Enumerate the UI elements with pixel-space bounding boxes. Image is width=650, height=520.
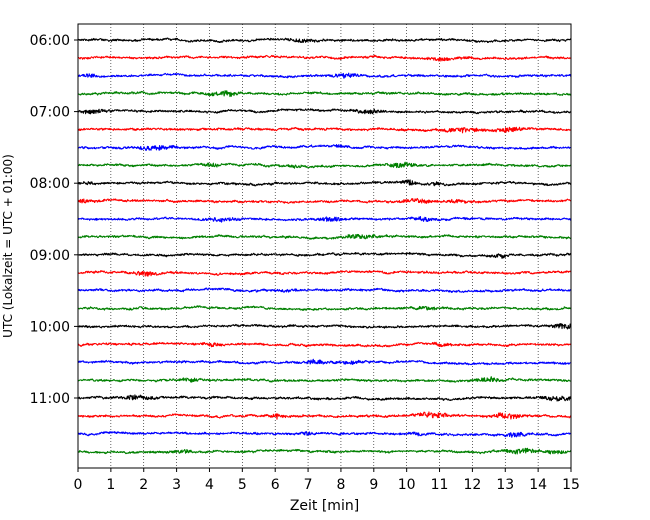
trace-0845 [77, 233, 572, 240]
x-tick-label: 0 [74, 477, 83, 493]
trace-0830 [77, 215, 572, 223]
trace-1100 [77, 394, 572, 402]
trace-0915 [77, 269, 572, 277]
trace-0730 [77, 143, 572, 151]
x-tick-label: 6 [271, 477, 280, 493]
x-tick-label: 12 [463, 477, 481, 493]
trace-0745 [77, 161, 572, 169]
x-axis-label: Zeit [min] [290, 498, 359, 514]
trace-1145 [77, 447, 572, 455]
trace-0800 [77, 179, 572, 187]
trace-0945 [77, 305, 572, 311]
x-tick-label: 9 [369, 477, 378, 493]
y-tick-label: 09:00 [30, 248, 70, 264]
trace-0630 [77, 72, 572, 79]
x-tick-label: 10 [398, 477, 416, 493]
trace-1030 [77, 358, 572, 366]
plot-frame [77, 23, 572, 469]
trace-0715 [77, 126, 572, 134]
x-tick-label: 14 [529, 477, 547, 493]
y-tick-label: 08:00 [30, 176, 70, 192]
trace-0815 [77, 197, 572, 204]
x-tick-label: 13 [496, 477, 514, 493]
trace-0600 [77, 37, 572, 44]
trace-1130 [77, 430, 572, 438]
trace-0615 [77, 54, 572, 62]
trace-0900 [77, 251, 572, 259]
y-axis: 06:00 07:00 08:00 09:00 10:00 11:00 [30, 33, 78, 407]
trace-1015 [77, 341, 572, 348]
trace-0645 [77, 90, 572, 98]
x-tick-label: 1 [106, 477, 115, 493]
y-tick-label: 10:00 [30, 319, 70, 335]
y-axis-label: UTC (Lokalzeit = UTC + 01:00) [1, 154, 15, 338]
trace-0700 [77, 108, 572, 115]
grid-lines [110, 24, 539, 468]
x-tick-label: 2 [139, 477, 148, 493]
x-tick-label: 3 [172, 477, 181, 493]
seismic-traces [77, 37, 572, 455]
x-tick-label: 11 [431, 477, 449, 493]
y-tick-label: 07:00 [30, 105, 70, 121]
trace-0930 [77, 287, 572, 293]
trace-1000 [77, 323, 572, 330]
y-tick-label: 11:00 [30, 391, 70, 407]
x-tick-label: 4 [205, 477, 214, 493]
trace-1115 [77, 411, 572, 420]
x-tick-label: 8 [336, 477, 345, 493]
x-axis: 0 1 2 3 4 5 6 7 8 9 10 11 12 13 14 15 [74, 468, 580, 493]
trace-1045 [77, 376, 572, 383]
x-tick-label: 5 [238, 477, 247, 493]
x-tick-label: 15 [562, 477, 580, 493]
y-tick-label: 06:00 [30, 33, 70, 49]
x-tick-label: 7 [304, 477, 313, 493]
